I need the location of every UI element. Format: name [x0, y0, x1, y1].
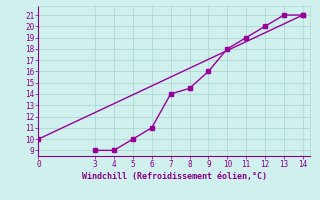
X-axis label: Windchill (Refroidissement éolien,°C): Windchill (Refroidissement éolien,°C)	[82, 172, 267, 181]
